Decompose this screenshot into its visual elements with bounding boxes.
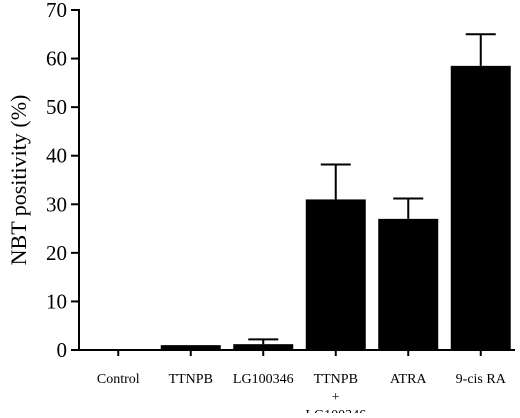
y-tick-label: 0 xyxy=(57,338,68,362)
bar xyxy=(378,218,439,350)
bar xyxy=(305,199,366,350)
y-tick-label: 30 xyxy=(46,192,67,216)
y-tick-label: 20 xyxy=(46,241,67,265)
y-tick-label: 60 xyxy=(46,47,67,71)
x-tick-label: TTNPB xyxy=(314,372,358,387)
x-tick-label: LG100346 xyxy=(305,408,366,413)
x-tick-label: LG100346 xyxy=(233,372,294,387)
y-axis-label: NBT positivity (%) xyxy=(6,95,31,266)
y-tick-label: 50 xyxy=(46,95,67,119)
x-ticks: Control TTNPB LG100346 TTNPB + LG100346 ATRA 9-… xyxy=(97,350,507,418)
bar xyxy=(450,65,511,350)
axes xyxy=(78,9,515,351)
y-tick-label: 40 xyxy=(46,144,67,168)
x-tick-label: Control xyxy=(97,372,140,387)
x-tick-label: 9-cis RA xyxy=(456,372,507,387)
x-tick-label: TTNPB xyxy=(169,372,213,387)
y-tick-label: 70 xyxy=(46,0,67,22)
y-tick-label: 10 xyxy=(46,289,67,313)
y-ticks: 0 10 20 30 40 50 60 70 xyxy=(46,0,79,362)
x-tick-label: + xyxy=(332,390,340,405)
x-tick-label: ATRA xyxy=(390,372,427,387)
bars xyxy=(160,33,511,350)
bar xyxy=(160,345,221,350)
bar xyxy=(233,344,294,350)
